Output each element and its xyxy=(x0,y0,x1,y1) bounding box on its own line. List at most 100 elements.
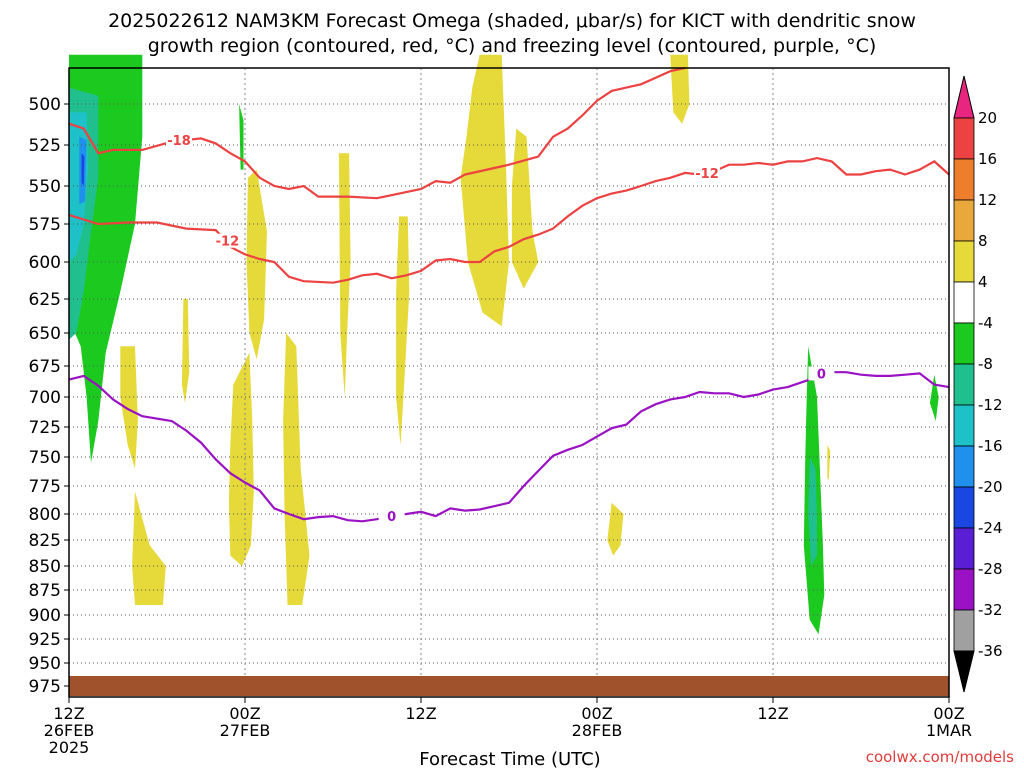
colorbar-bin xyxy=(953,117,975,160)
y-tick-label: 625 xyxy=(29,290,61,310)
chart-title-line1: 2025022612 NAM3KM Forecast Omega (shaded… xyxy=(108,10,916,32)
colorbar-bin xyxy=(953,527,975,570)
omega-region-green xyxy=(239,104,244,170)
omega-region-darkblue xyxy=(81,153,85,186)
colorbar-label: 8 xyxy=(978,232,988,250)
contour-label-bg xyxy=(808,366,835,381)
colorbar-label: -12 xyxy=(978,396,1003,414)
colorbar-bin xyxy=(953,199,975,242)
colorbar-label: 12 xyxy=(978,191,997,209)
y-tick-label: 950 xyxy=(29,654,61,674)
colorbar-bin xyxy=(953,240,975,283)
contour-label-bg xyxy=(694,165,720,180)
colorbar-bin xyxy=(953,568,975,611)
omega-region-yellow xyxy=(181,299,190,403)
omega-region-yellow xyxy=(511,128,539,289)
colorbar-label: -16 xyxy=(978,437,1003,455)
colorbar-label: -20 xyxy=(978,478,1003,496)
y-tick-label: 725 xyxy=(29,418,61,438)
omega-region-yellow xyxy=(228,352,254,566)
colorbar-label: -24 xyxy=(978,519,1003,537)
y-tick-label: 650 xyxy=(29,324,61,344)
x-tick-label: 26FEB xyxy=(44,721,95,740)
credit-link[interactable]: coolwx.com/models xyxy=(866,748,1014,766)
x-tick-label: 28FEB xyxy=(572,721,623,740)
colorbar-bin xyxy=(953,404,975,447)
contour-label: 0 xyxy=(387,510,396,525)
y-tick-label: 675 xyxy=(29,357,61,377)
omega-region-yellow xyxy=(827,445,831,481)
x-tick-label: 2025 xyxy=(49,738,90,757)
x-tick-label: 12Z xyxy=(757,704,788,723)
contour-label: -12 xyxy=(216,235,240,250)
colorbar-bin xyxy=(953,609,975,652)
plot-area: -18 -12 -12 0 0 xyxy=(68,54,950,698)
contour-lines: -18 -12 -12 0 0 xyxy=(68,66,950,525)
x-axis-title: Forecast Time (UTC) xyxy=(419,749,600,768)
contour-label-bg xyxy=(378,509,405,524)
plot-frame xyxy=(68,67,950,698)
y-tick-label: 825 xyxy=(29,531,61,551)
colorbar-label: -8 xyxy=(978,355,993,373)
omega-region-yellow xyxy=(283,333,310,605)
colorbar-label: -4 xyxy=(978,314,993,332)
y-tick-label: 875 xyxy=(29,581,61,601)
contour-label-bg xyxy=(214,233,241,248)
y-tick-label: 550 xyxy=(29,177,61,197)
grid-lines xyxy=(68,68,950,697)
omega-region-yellow xyxy=(607,502,624,556)
y-tick-label: 750 xyxy=(29,448,61,468)
y-tick-label: 600 xyxy=(29,253,61,273)
omega-region-teal xyxy=(808,457,817,566)
y-tick-label: 975 xyxy=(29,677,61,697)
omega-region-green xyxy=(929,374,939,421)
colorbar-bottom-arrow xyxy=(953,650,975,693)
omega-shading xyxy=(69,54,939,635)
x-tick-label: 27FEB xyxy=(220,721,271,740)
colorbar-label: 16 xyxy=(978,150,997,168)
colorbar-bin xyxy=(953,158,975,201)
y-tick-label: 925 xyxy=(29,630,61,650)
omega-region-yellow xyxy=(670,54,690,124)
colorbar-bin xyxy=(953,445,975,488)
colorbar-label: -36 xyxy=(978,642,1003,660)
colorbar-bin xyxy=(953,486,975,529)
colorbar-label: -28 xyxy=(978,560,1003,578)
colorbar-bin xyxy=(953,322,975,365)
colorbar-bin xyxy=(953,281,975,324)
omega-region-yellow xyxy=(460,54,509,327)
contour-label: 0 xyxy=(817,367,826,382)
chart-title-line2: growth region (contoured, red, °C) and f… xyxy=(148,35,877,57)
y-tick-label: 800 xyxy=(29,505,61,525)
colorbar-label: 4 xyxy=(978,273,988,291)
x-tick-label: 00Z xyxy=(229,704,260,723)
y-tick-label: 700 xyxy=(29,388,61,408)
colorbar-top-arrow xyxy=(953,75,975,119)
contour-label-bg xyxy=(166,133,192,148)
omega-region-yellow xyxy=(120,346,138,469)
x-tick-label: 12Z xyxy=(53,704,84,723)
colorbar-label: -32 xyxy=(978,601,1003,619)
omega-region-yellow xyxy=(132,491,166,605)
x-tick-label: 00Z xyxy=(933,704,964,723)
x-tick-label: 12Z xyxy=(405,704,436,723)
omega-region-yellow xyxy=(246,169,267,360)
y-tick-label: 775 xyxy=(29,477,61,497)
y-tick-label: 850 xyxy=(29,557,61,577)
y-axis-ticks: 500 525 550 575 600 625 650 675 700 725 750 775 800 8… xyxy=(29,95,69,697)
contour-label: -12 xyxy=(695,167,719,182)
y-tick-label: 575 xyxy=(29,215,61,235)
contour-line xyxy=(68,156,950,284)
contour-label: -18 xyxy=(167,134,191,149)
colorbar: 20 16 12 8 4 -4 -8 -12 -16 -20 -24 -28 -32 -36 xyxy=(953,75,1003,693)
y-tick-label: 525 xyxy=(29,136,61,156)
colorbar-label: 20 xyxy=(978,109,997,127)
x-tick-label: 00Z xyxy=(581,704,612,723)
contour-line xyxy=(68,371,950,523)
x-tick-label: 1MAR xyxy=(926,721,972,740)
terrain-band xyxy=(69,676,949,696)
omega-region-yellow xyxy=(396,216,410,445)
omega-region-yellow xyxy=(338,153,351,397)
